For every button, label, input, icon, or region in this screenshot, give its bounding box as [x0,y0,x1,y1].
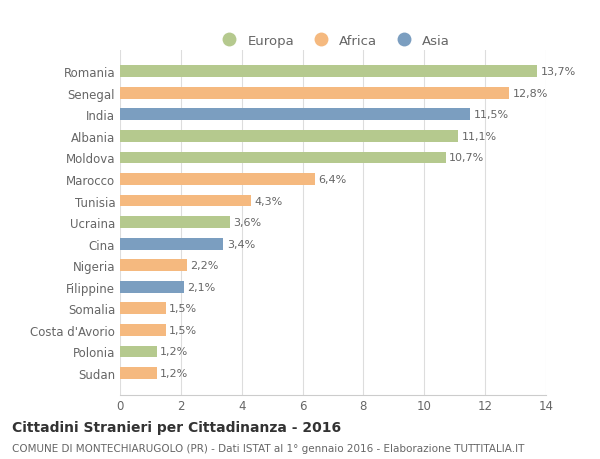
Legend: Europa, Africa, Asia: Europa, Africa, Asia [211,29,455,53]
Text: 3,4%: 3,4% [227,239,256,249]
Text: 2,1%: 2,1% [188,282,216,292]
Bar [120,66,537,78]
Bar [120,260,187,272]
Bar [120,303,166,314]
Bar [120,109,470,121]
Text: 11,1%: 11,1% [461,132,497,141]
Text: Cittadini Stranieri per Cittadinanza - 2016: Cittadini Stranieri per Cittadinanza - 2… [12,420,341,434]
Text: 12,8%: 12,8% [513,89,548,99]
Bar [120,238,223,250]
Bar [120,281,184,293]
Bar [120,346,157,358]
Text: 4,3%: 4,3% [254,196,283,206]
Text: 1,2%: 1,2% [160,347,188,357]
Text: 2,2%: 2,2% [191,261,219,271]
Bar [120,324,166,336]
Text: 3,6%: 3,6% [233,218,262,228]
Text: 1,5%: 1,5% [169,304,197,313]
Text: 6,4%: 6,4% [319,174,347,185]
Text: 13,7%: 13,7% [541,67,576,77]
Text: 1,2%: 1,2% [160,368,188,378]
Text: 11,5%: 11,5% [473,110,509,120]
Bar [120,174,315,185]
Bar [120,152,446,164]
Text: COMUNE DI MONTECHIARUGOLO (PR) - Dati ISTAT al 1° gennaio 2016 - Elaborazione TU: COMUNE DI MONTECHIARUGOLO (PR) - Dati IS… [12,443,524,453]
Text: 10,7%: 10,7% [449,153,484,163]
Bar [120,131,458,142]
Bar [120,217,230,229]
Bar [120,195,251,207]
Text: 1,5%: 1,5% [169,325,197,335]
Bar [120,367,157,379]
Bar [120,88,509,100]
